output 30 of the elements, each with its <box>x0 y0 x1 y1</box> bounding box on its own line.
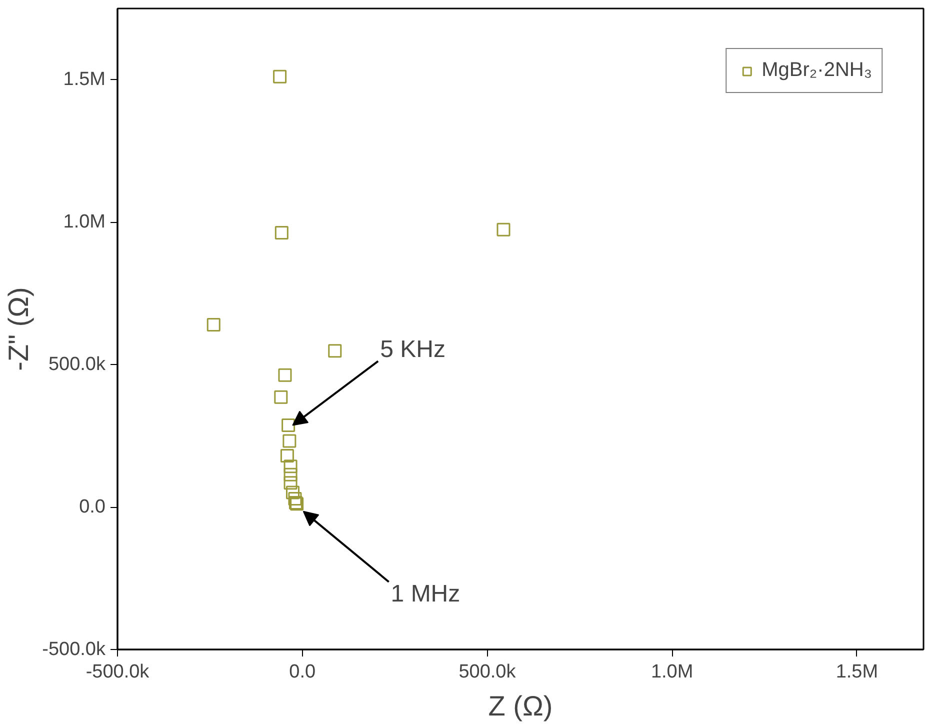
legend-label: MgBr₂·2NH₃ <box>762 59 872 82</box>
point <box>280 449 294 463</box>
point <box>328 344 342 358</box>
y-axis-title: -Z" (Ω) <box>3 287 34 371</box>
y-tick-label: 1.5M <box>63 69 106 90</box>
point <box>284 460 298 474</box>
x-tick-label: 1.0M <box>650 662 694 682</box>
point <box>206 318 220 332</box>
point <box>282 434 296 448</box>
y-tick-label: 500.0k <box>48 354 106 376</box>
point <box>278 368 292 382</box>
point <box>274 226 288 240</box>
point <box>286 486 300 500</box>
x-tick-label: 0.0 <box>289 662 316 682</box>
x-tick-label: 1.5M <box>836 662 878 682</box>
point <box>273 70 287 84</box>
annotation: 1 MHz <box>390 580 460 608</box>
point <box>284 468 298 482</box>
point <box>496 222 510 236</box>
x-tick-label: -500.0k <box>86 662 150 682</box>
y-tick-label: 0.0 <box>79 496 106 518</box>
point <box>282 418 296 432</box>
point <box>284 476 298 490</box>
y-tick-label: -500.0k <box>42 639 106 660</box>
x-axis-title: Z (Ω) <box>488 690 553 722</box>
point <box>288 492 302 506</box>
annotation: 5 KHz <box>380 336 446 364</box>
point <box>274 390 288 404</box>
x-tick-label: 500.0k <box>458 662 516 682</box>
y-tick-label: 1.0M <box>63 212 106 233</box>
